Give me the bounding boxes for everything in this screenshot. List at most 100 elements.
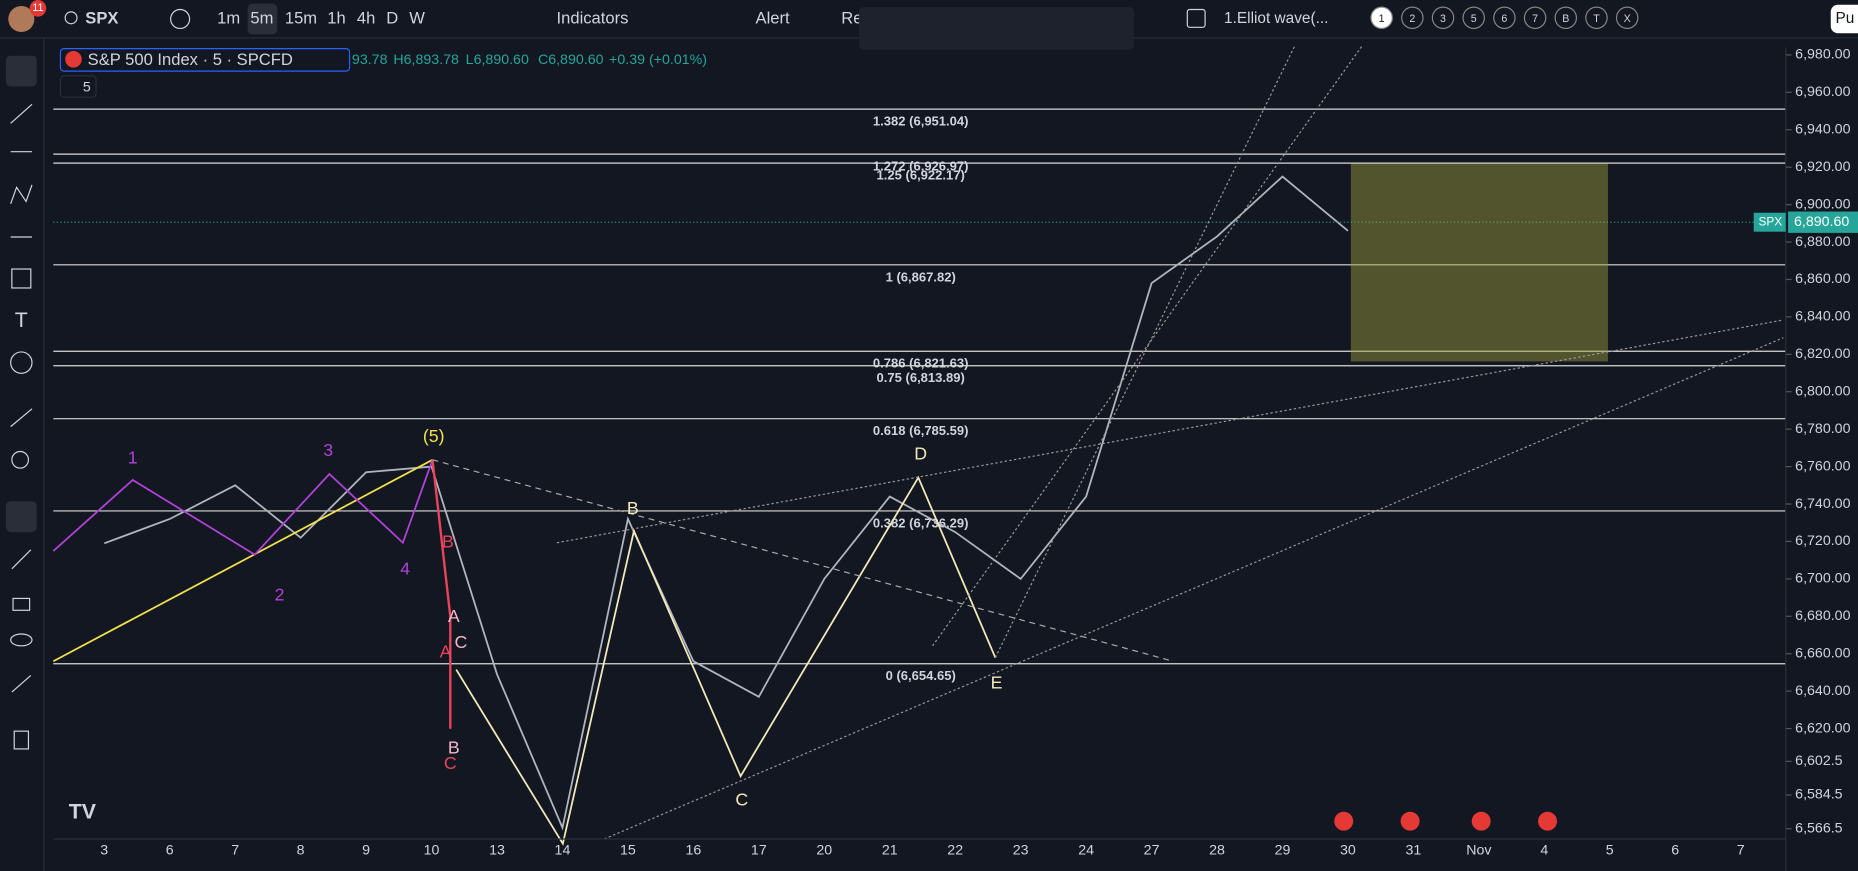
- page-tab-label: X: [1624, 13, 1631, 25]
- legend-high: H6,893.78: [393, 52, 459, 68]
- indicator-collapse[interactable]: [59, 75, 97, 98]
- page-tab[interactable]: [1585, 6, 1608, 30]
- replay-button[interactable]: Re: [841, 8, 862, 27]
- tool-lock[interactable]: [12, 597, 31, 611]
- y-tick-label: 6,602.5: [1795, 753, 1842, 769]
- tool-magnet[interactable]: [5, 501, 37, 533]
- wave-line: [52, 459, 433, 663]
- wave-label: E: [991, 672, 1003, 692]
- wave-label: (5): [423, 426, 445, 446]
- alert-button[interactable]: Alert: [756, 8, 790, 27]
- tool-hide[interactable]: [10, 633, 33, 647]
- badge: [29, 0, 47, 17]
- wave-label: C: [455, 632, 468, 652]
- price-tag: 6,890.60: [1794, 214, 1849, 230]
- page-tab[interactable]: [1370, 6, 1393, 30]
- tool-link[interactable]: [11, 675, 32, 693]
- drawings: [52, 44, 1784, 847]
- interval-tab[interactable]: D: [386, 8, 398, 27]
- interval-tab[interactable]: 4h: [357, 8, 375, 27]
- page-tab[interactable]: [1462, 6, 1485, 30]
- wave-label: B: [627, 498, 639, 518]
- x-tick-label: 20: [816, 843, 832, 859]
- wave-label: D: [914, 444, 927, 464]
- fib-label: 1.25 (6,922.17): [877, 168, 965, 183]
- interval-tab[interactable]: 5m: [250, 8, 273, 27]
- chart-layer: 1.382 (6,951.04) 1.272 (6,926.97)1.25 (6,…: [53, 108, 1786, 831]
- page-tab-label: 1: [1379, 13, 1385, 25]
- drawing-toolbar: [859, 7, 1134, 50]
- legend-low: L6,890.60: [466, 52, 529, 68]
- page-tab[interactable]: [1493, 6, 1516, 30]
- tool-draw-mode[interactable]: [11, 549, 32, 570]
- symbol-search[interactable]: SPX: [85, 8, 118, 27]
- interval-tab[interactable]: W: [409, 8, 425, 27]
- page-tab-label: T: [1593, 13, 1600, 25]
- fib-label: 0.786 (6,821.63): [873, 356, 969, 371]
- page-tab[interactable]: [1554, 6, 1578, 30]
- symbol-logo: [65, 50, 82, 68]
- wave-label: A: [448, 606, 460, 626]
- page-tab[interactable]: [1615, 6, 1639, 30]
- active-interval-bg: [247, 3, 278, 35]
- x-tick-label: 10: [424, 843, 440, 859]
- publish-button[interactable]: [1830, 4, 1858, 34]
- x-tick-label: 31: [1406, 843, 1422, 859]
- x-tick-label: 7: [1737, 843, 1745, 859]
- event-icons: [1334, 811, 1558, 831]
- wave-line: [52, 459, 434, 556]
- x-tick-label: Nov: [1466, 843, 1492, 859]
- tool-text-icon[interactable]: T: [15, 308, 28, 332]
- tool-pattern[interactable]: [10, 184, 33, 205]
- tool-emoji[interactable]: [10, 351, 33, 374]
- x-tick-label: 13: [489, 843, 505, 859]
- interval-tab[interactable]: 15m: [285, 8, 317, 27]
- event-icon[interactable]: [1334, 811, 1354, 831]
- y-tick-label: 6,620.00: [1795, 720, 1850, 736]
- page-tab[interactable]: [1431, 6, 1455, 30]
- symbol-legend-box[interactable]: [59, 48, 351, 72]
- publish-label: Pu: [1835, 10, 1854, 27]
- interval-tab[interactable]: 1m: [217, 8, 240, 27]
- y-tick-label: 6,760.00: [1795, 458, 1850, 474]
- y-tick-label: 6,940.00: [1795, 122, 1850, 138]
- y-tick-label: 6,860.00: [1795, 271, 1850, 287]
- x-tick-label: 4: [1540, 843, 1548, 859]
- fib-label: 1 (6,867.82): [886, 269, 956, 284]
- tv-logo: TV: [69, 800, 97, 824]
- indicators-button[interactable]: Indicators: [557, 8, 629, 27]
- interval-tab[interactable]: 1h: [327, 8, 345, 27]
- y-tick-label: 6,960.00: [1795, 84, 1850, 100]
- interval-tabs: 1m 5m 15m 1h 4h D W: [217, 8, 425, 27]
- wave-label: 1: [128, 447, 138, 467]
- x-tick-label: 21: [882, 843, 898, 859]
- y-tick-label: 6,680.00: [1795, 608, 1850, 624]
- tool-ruler[interactable]: [10, 408, 33, 428]
- left-toolbar: [0, 39, 43, 871]
- x-tick-label: 23: [1013, 843, 1029, 859]
- tool-zoom[interactable]: [11, 450, 30, 469]
- tool-cursor[interactable]: [5, 55, 37, 87]
- price-tag-bg: [1788, 211, 1858, 233]
- layout-name[interactable]: 1.Elliot wave(...: [1224, 10, 1328, 27]
- y-tick-label: 6,640.00: [1795, 683, 1850, 699]
- fib-label: 0.75 (6,813.89): [877, 370, 965, 385]
- event-icon[interactable]: [1538, 811, 1558, 831]
- tool-delete[interactable]: [13, 730, 30, 750]
- page-tab[interactable]: [1401, 6, 1424, 30]
- avatar[interactable]: [8, 5, 35, 33]
- page-tab[interactable]: [1523, 6, 1547, 30]
- event-icon[interactable]: [1400, 811, 1420, 831]
- x-tick-label: 16: [685, 843, 701, 859]
- x-tick-label: 8: [297, 843, 305, 859]
- tool-trend[interactable]: [10, 103, 33, 124]
- collapsed-count: 5: [83, 79, 91, 95]
- x-tick-label: 6: [1671, 843, 1679, 859]
- x-tick-label: 24: [1078, 843, 1094, 859]
- event-icon[interactable]: [1471, 811, 1491, 831]
- x-tick-label: 28: [1209, 843, 1225, 859]
- tool-shapes[interactable]: [11, 268, 32, 289]
- compare-button[interactable]: [170, 8, 191, 30]
